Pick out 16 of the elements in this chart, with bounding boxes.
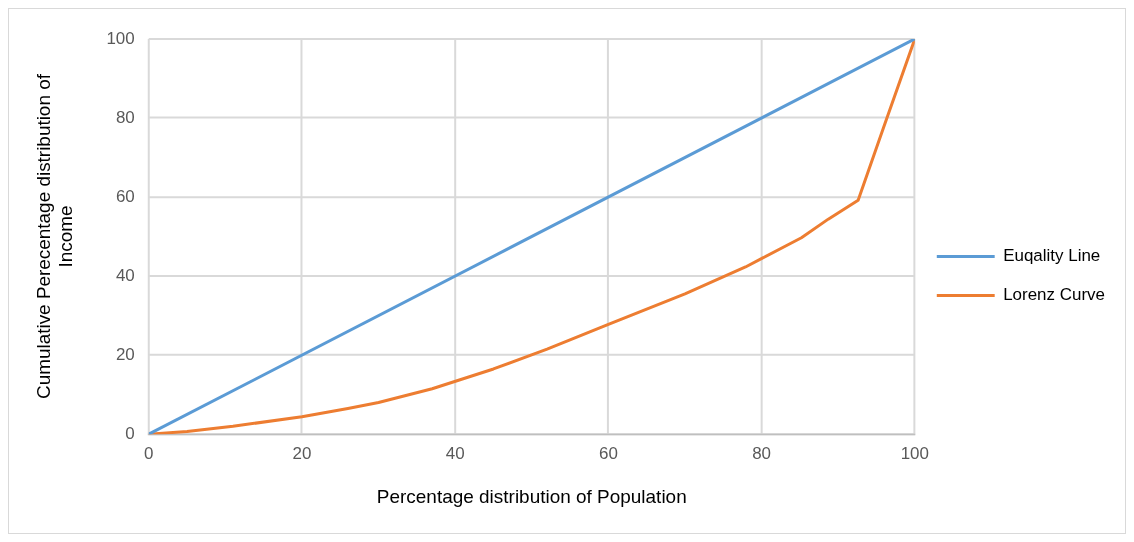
x-axis-title: Percentage distribution of Population: [376, 485, 687, 507]
y-tick-label: 100: [106, 28, 135, 48]
x-tick-label: 80: [752, 443, 772, 463]
x-tick-label: 40: [445, 443, 465, 463]
y-tick-label: 20: [115, 344, 135, 364]
x-tick-label: 100: [900, 443, 929, 463]
legend-label: Lorenz Curve: [1003, 285, 1105, 305]
y-tick-label: 60: [115, 186, 135, 206]
y-tick-label: 80: [115, 107, 135, 127]
legend-label: Euqality Line: [1003, 246, 1101, 266]
x-tick-label: 0: [144, 443, 154, 463]
y-axis-title: Cumulative Perecentage distribution of Income: [32, 73, 77, 400]
x-tick-label: 60: [598, 443, 618, 463]
x-tick-label: 20: [292, 443, 312, 463]
y-tick-label: 0: [125, 423, 135, 443]
y-tick-label: 40: [115, 265, 135, 285]
